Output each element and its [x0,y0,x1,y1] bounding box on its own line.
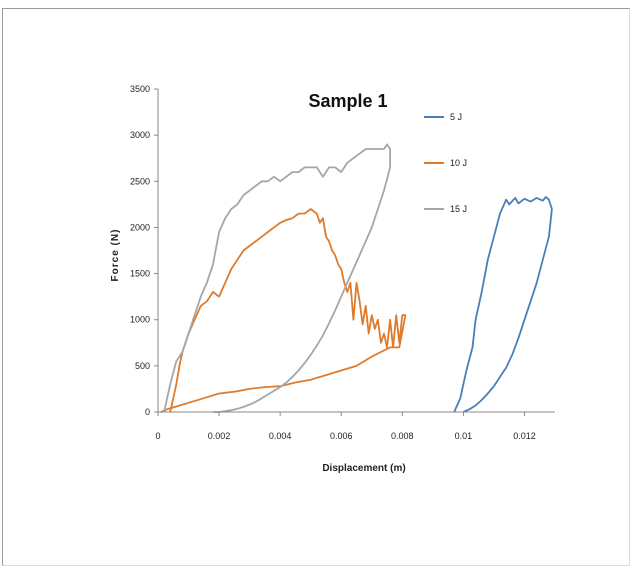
chart-title: Sample 1 [308,91,387,111]
x-tick-label: 0.008 [391,431,414,441]
y-tick-label: 3500 [130,84,150,94]
x-tick-label: 0.004 [269,431,292,441]
x-tick-label: 0.01 [455,431,473,441]
x-tick-label: 0.012 [513,431,536,441]
legend-label: 10 J [450,158,467,168]
legend: 5 J 10 J 15 J [424,112,467,214]
y-tick-label: 500 [135,361,150,371]
y-tick-label: 3000 [130,130,150,140]
figure-frame [2,8,630,566]
y-tick-label: 0 [145,407,150,417]
x-tick-label: 0 [155,431,160,441]
x-tick-label: 0.002 [208,431,231,441]
tick-marks: 0 500 1000 1500 2000 2500 3000 3500 0 0.002 0.004 0… [130,84,536,441]
legend-label: 5 J [450,112,462,122]
series-line-10-j [160,208,407,413]
y-tick-label: 1500 [130,269,150,279]
x-tick-label: 0.006 [330,431,353,441]
y-axis-label: Force (N) [110,229,121,282]
series-line-15-j [163,143,392,413]
series-lines [160,143,553,413]
y-tick-label: 2500 [130,176,150,186]
y-tick-label: 2000 [130,222,150,232]
axes [157,89,555,413]
series-line-5-j [453,196,553,413]
x-axis-label: Displacement (m) [322,463,405,474]
y-tick-label: 1000 [130,315,150,325]
legend-label: 15 J [450,204,467,214]
